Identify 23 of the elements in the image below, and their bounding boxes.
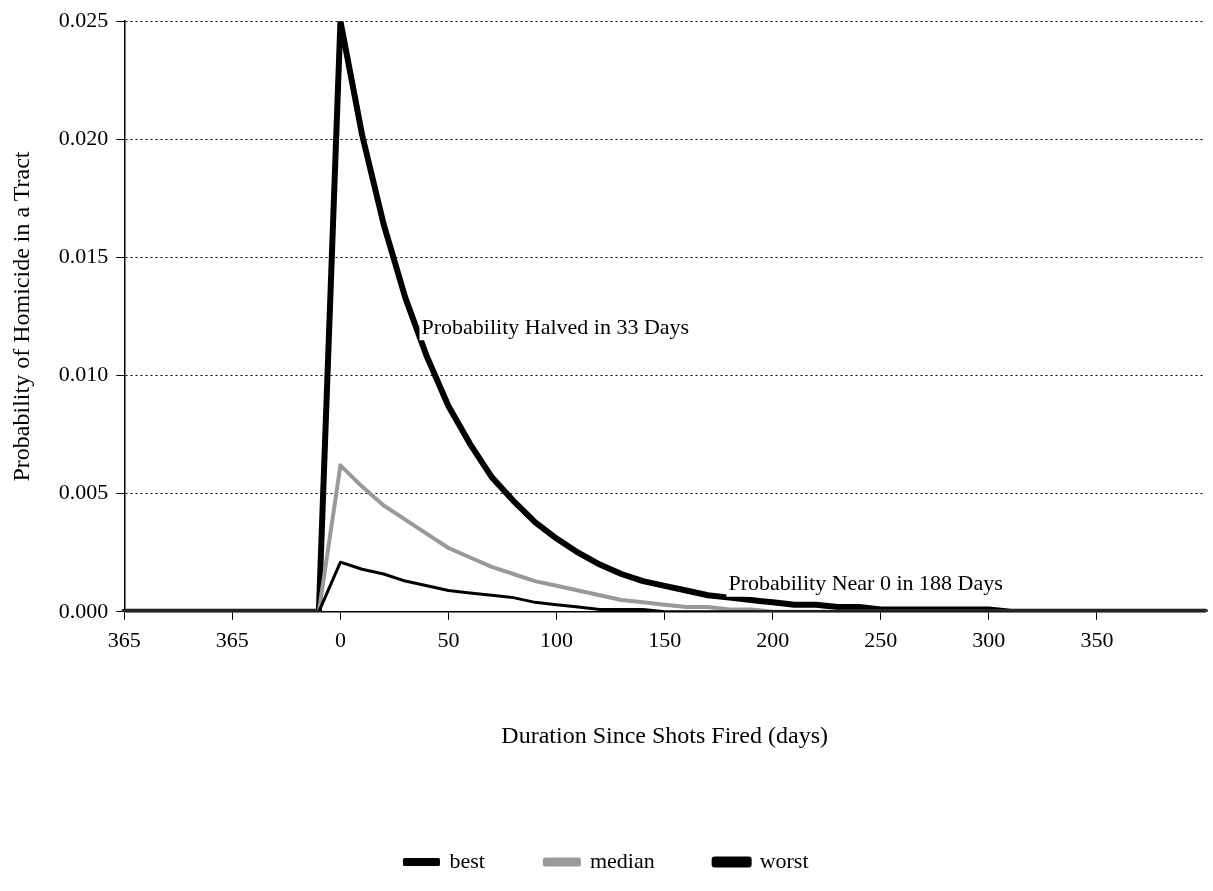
legend-label: worst xyxy=(759,847,809,873)
y-tick-label: 0.005 xyxy=(58,479,109,505)
legend-label: best xyxy=(449,847,485,873)
annotation: Probability Halved in 33 Days xyxy=(421,314,690,340)
y-axis-title: Probability of Homicide in a Tract xyxy=(7,151,34,482)
annotation: Probability Near 0 in 188 Days xyxy=(728,570,1003,596)
x-tick-label: 100 xyxy=(540,626,574,652)
x-tick-label: 250 xyxy=(864,626,898,652)
x-tick-label: 300 xyxy=(972,626,1006,652)
legend-label: median xyxy=(589,847,655,873)
x-tick-label: 200 xyxy=(756,626,790,652)
x-tick-label: 365 xyxy=(107,626,141,652)
x-tick-label: 0 xyxy=(334,626,346,652)
x-tick-label: 150 xyxy=(648,626,682,652)
x-tick-label: 365 xyxy=(215,626,249,652)
x-tick-label: 350 xyxy=(1080,626,1114,652)
x-tick-label: 50 xyxy=(437,626,460,652)
y-tick-label: 0.010 xyxy=(58,361,109,387)
y-tick-label: 0.025 xyxy=(58,6,109,32)
y-tick-label: 0.020 xyxy=(58,125,109,151)
y-tick-label: 0.000 xyxy=(58,597,109,623)
y-tick-label: 0.015 xyxy=(58,243,109,269)
x-axis-title: Duration Since Shots Fired (days) xyxy=(501,721,828,748)
